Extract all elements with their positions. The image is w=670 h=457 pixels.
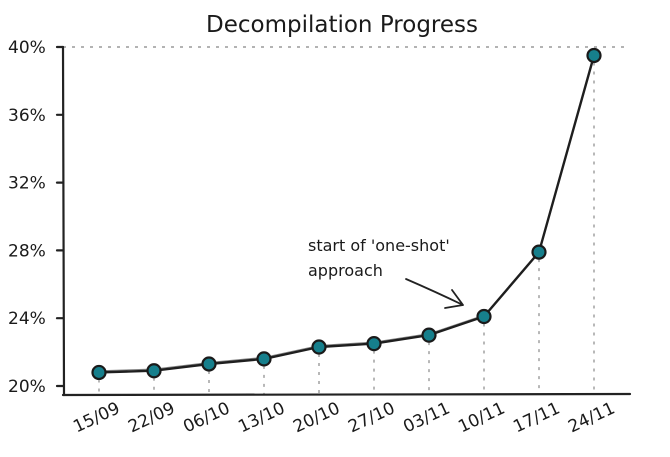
series-line-sketch — [99, 53, 596, 372]
x-tick-label: 17/11 — [510, 398, 563, 437]
data-point — [201, 356, 217, 372]
axis-layer — [61, 45, 632, 397]
annotation-line-1: start of 'one-shot' — [308, 236, 450, 255]
x-tick-label: 06/10 — [180, 398, 233, 437]
x-tick-label: 24/11 — [565, 398, 618, 437]
y-tick-label: 40% — [8, 38, 46, 58]
x-axis-ticks: 15/09 22/09 06/10 13/10 20/10 27/10 03/11 10/11… — [70, 398, 618, 437]
x-tick-label: 03/11 — [400, 398, 453, 437]
grid-layer — [63, 46, 630, 395]
x-axis-line — [61, 392, 632, 397]
x-tick-label: 13/10 — [235, 398, 288, 437]
y-tick-label: 24% — [8, 309, 46, 329]
data-point — [531, 244, 547, 260]
data-point — [586, 47, 602, 64]
series-line — [97, 54, 596, 374]
y-tick-label: 32% — [8, 174, 46, 194]
data-point — [146, 363, 162, 379]
series-layer — [97, 53, 596, 374]
x-tick-label: 10/11 — [455, 398, 508, 437]
data-point — [91, 364, 107, 381]
data-point — [256, 351, 272, 367]
y-axis-ticks: 20% 24% 28% 32% 36% 40% — [8, 38, 65, 397]
annotation: start of 'one-shot' approach — [308, 236, 464, 309]
annotation-arrow — [405, 278, 464, 309]
data-point — [476, 308, 492, 325]
x-tick-label: 15/09 — [70, 398, 123, 437]
y-tick-label: 36% — [8, 106, 46, 126]
data-point — [311, 339, 327, 355]
y-tick-label: 28% — [8, 241, 46, 261]
annotation-line-2: approach — [308, 261, 383, 280]
point-layer — [91, 47, 602, 381]
y-axis-line — [61, 45, 66, 397]
x-tick-label: 27/10 — [345, 398, 398, 437]
chart-title: Decompilation Progress — [206, 12, 478, 38]
x-tick-label: 20/10 — [290, 398, 343, 437]
y-tick-label: 20% — [8, 377, 46, 397]
x-tick-label: 22/09 — [125, 398, 178, 437]
data-point — [366, 336, 382, 352]
data-point — [421, 327, 437, 343]
